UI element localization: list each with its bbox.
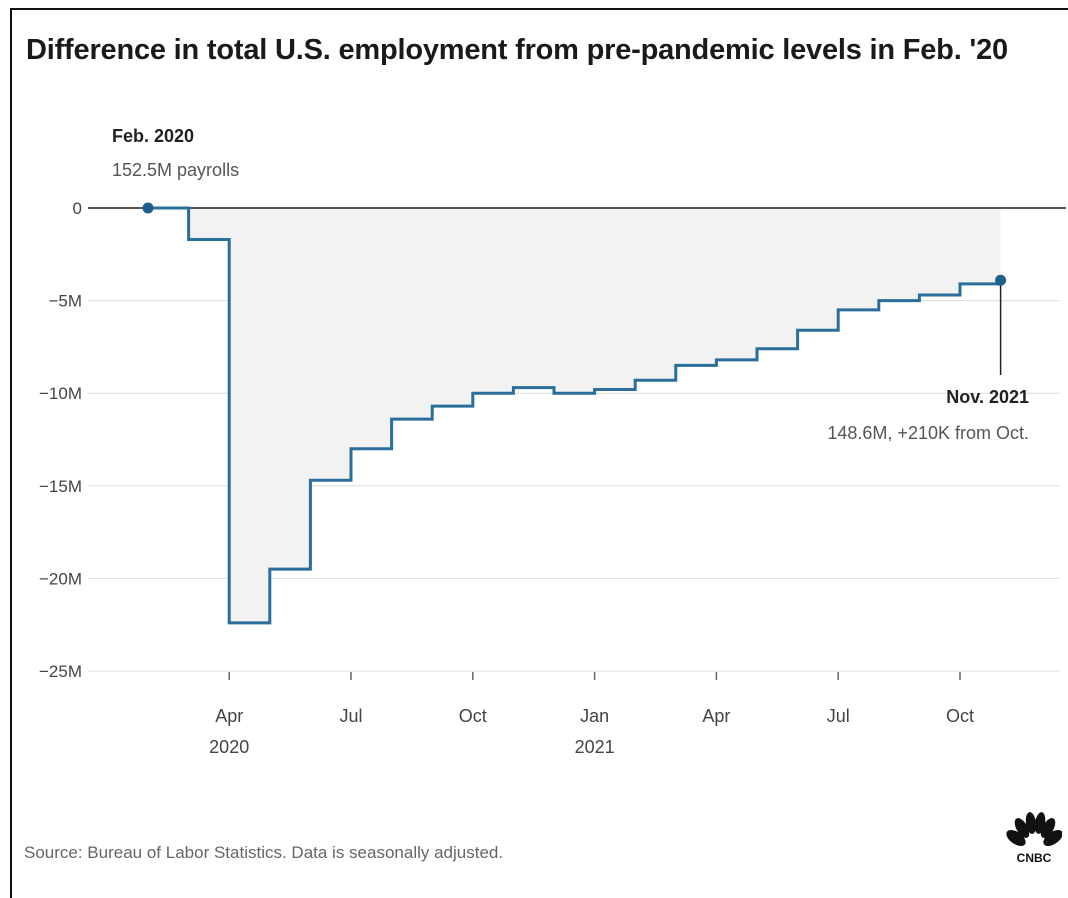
x-tick-year-label: 2021 (575, 737, 615, 757)
x-tick-label: Apr (215, 706, 243, 726)
start-annotation-sublabel: 152.5M payrolls (112, 160, 239, 180)
end-annotation-sublabel: 148.6M, +210K from Oct. (827, 423, 1029, 443)
y-tick-label: 0 (73, 199, 82, 218)
x-tick-label: Apr (702, 706, 730, 726)
chart-frame (10, 8, 1068, 898)
source-note: Source: Bureau of Labor Statistics. Data… (24, 843, 504, 862)
area-fill (148, 208, 1001, 623)
y-tick-label: −20M (39, 569, 82, 588)
x-tick-label: Oct (946, 706, 974, 726)
x-tick-label: Jul (827, 706, 850, 726)
x-tick-label: Jul (339, 706, 362, 726)
x-tick-year-label: 2020 (209, 737, 249, 757)
end-point-marker (995, 274, 1007, 286)
area-shading (148, 208, 1001, 623)
x-axis-labels: Apr 2020 Jul Oct Jan 2021 Apr Jul Oct (209, 672, 974, 757)
start-annotation-label: Feb. 2020 (112, 126, 194, 146)
y-tick-label: −15M (39, 477, 82, 496)
chart-title: Difference in total U.S. employment from… (26, 34, 1008, 66)
data-line (148, 206, 1003, 625)
y-tick-label: −5M (48, 292, 82, 311)
end-annotation-label: Nov. 2021 (946, 387, 1029, 407)
y-tick-label: −25M (39, 662, 82, 681)
cnbc-logo-text: CNBC (1017, 851, 1052, 864)
x-tick-label: Jan (580, 706, 609, 726)
series-line (148, 206, 1003, 625)
y-tick-label: −10M (39, 384, 82, 403)
y-axis-labels: 0 −5M −10M −15M −20M −25M (39, 199, 82, 681)
cnbc-peacock-logo: CNBC (1006, 812, 1062, 864)
start-point-marker (142, 202, 154, 214)
x-tick-label: Oct (459, 706, 487, 726)
annotations: Feb. 2020 152.5M payrolls Nov. 2021 148.6M,… (112, 126, 1029, 443)
